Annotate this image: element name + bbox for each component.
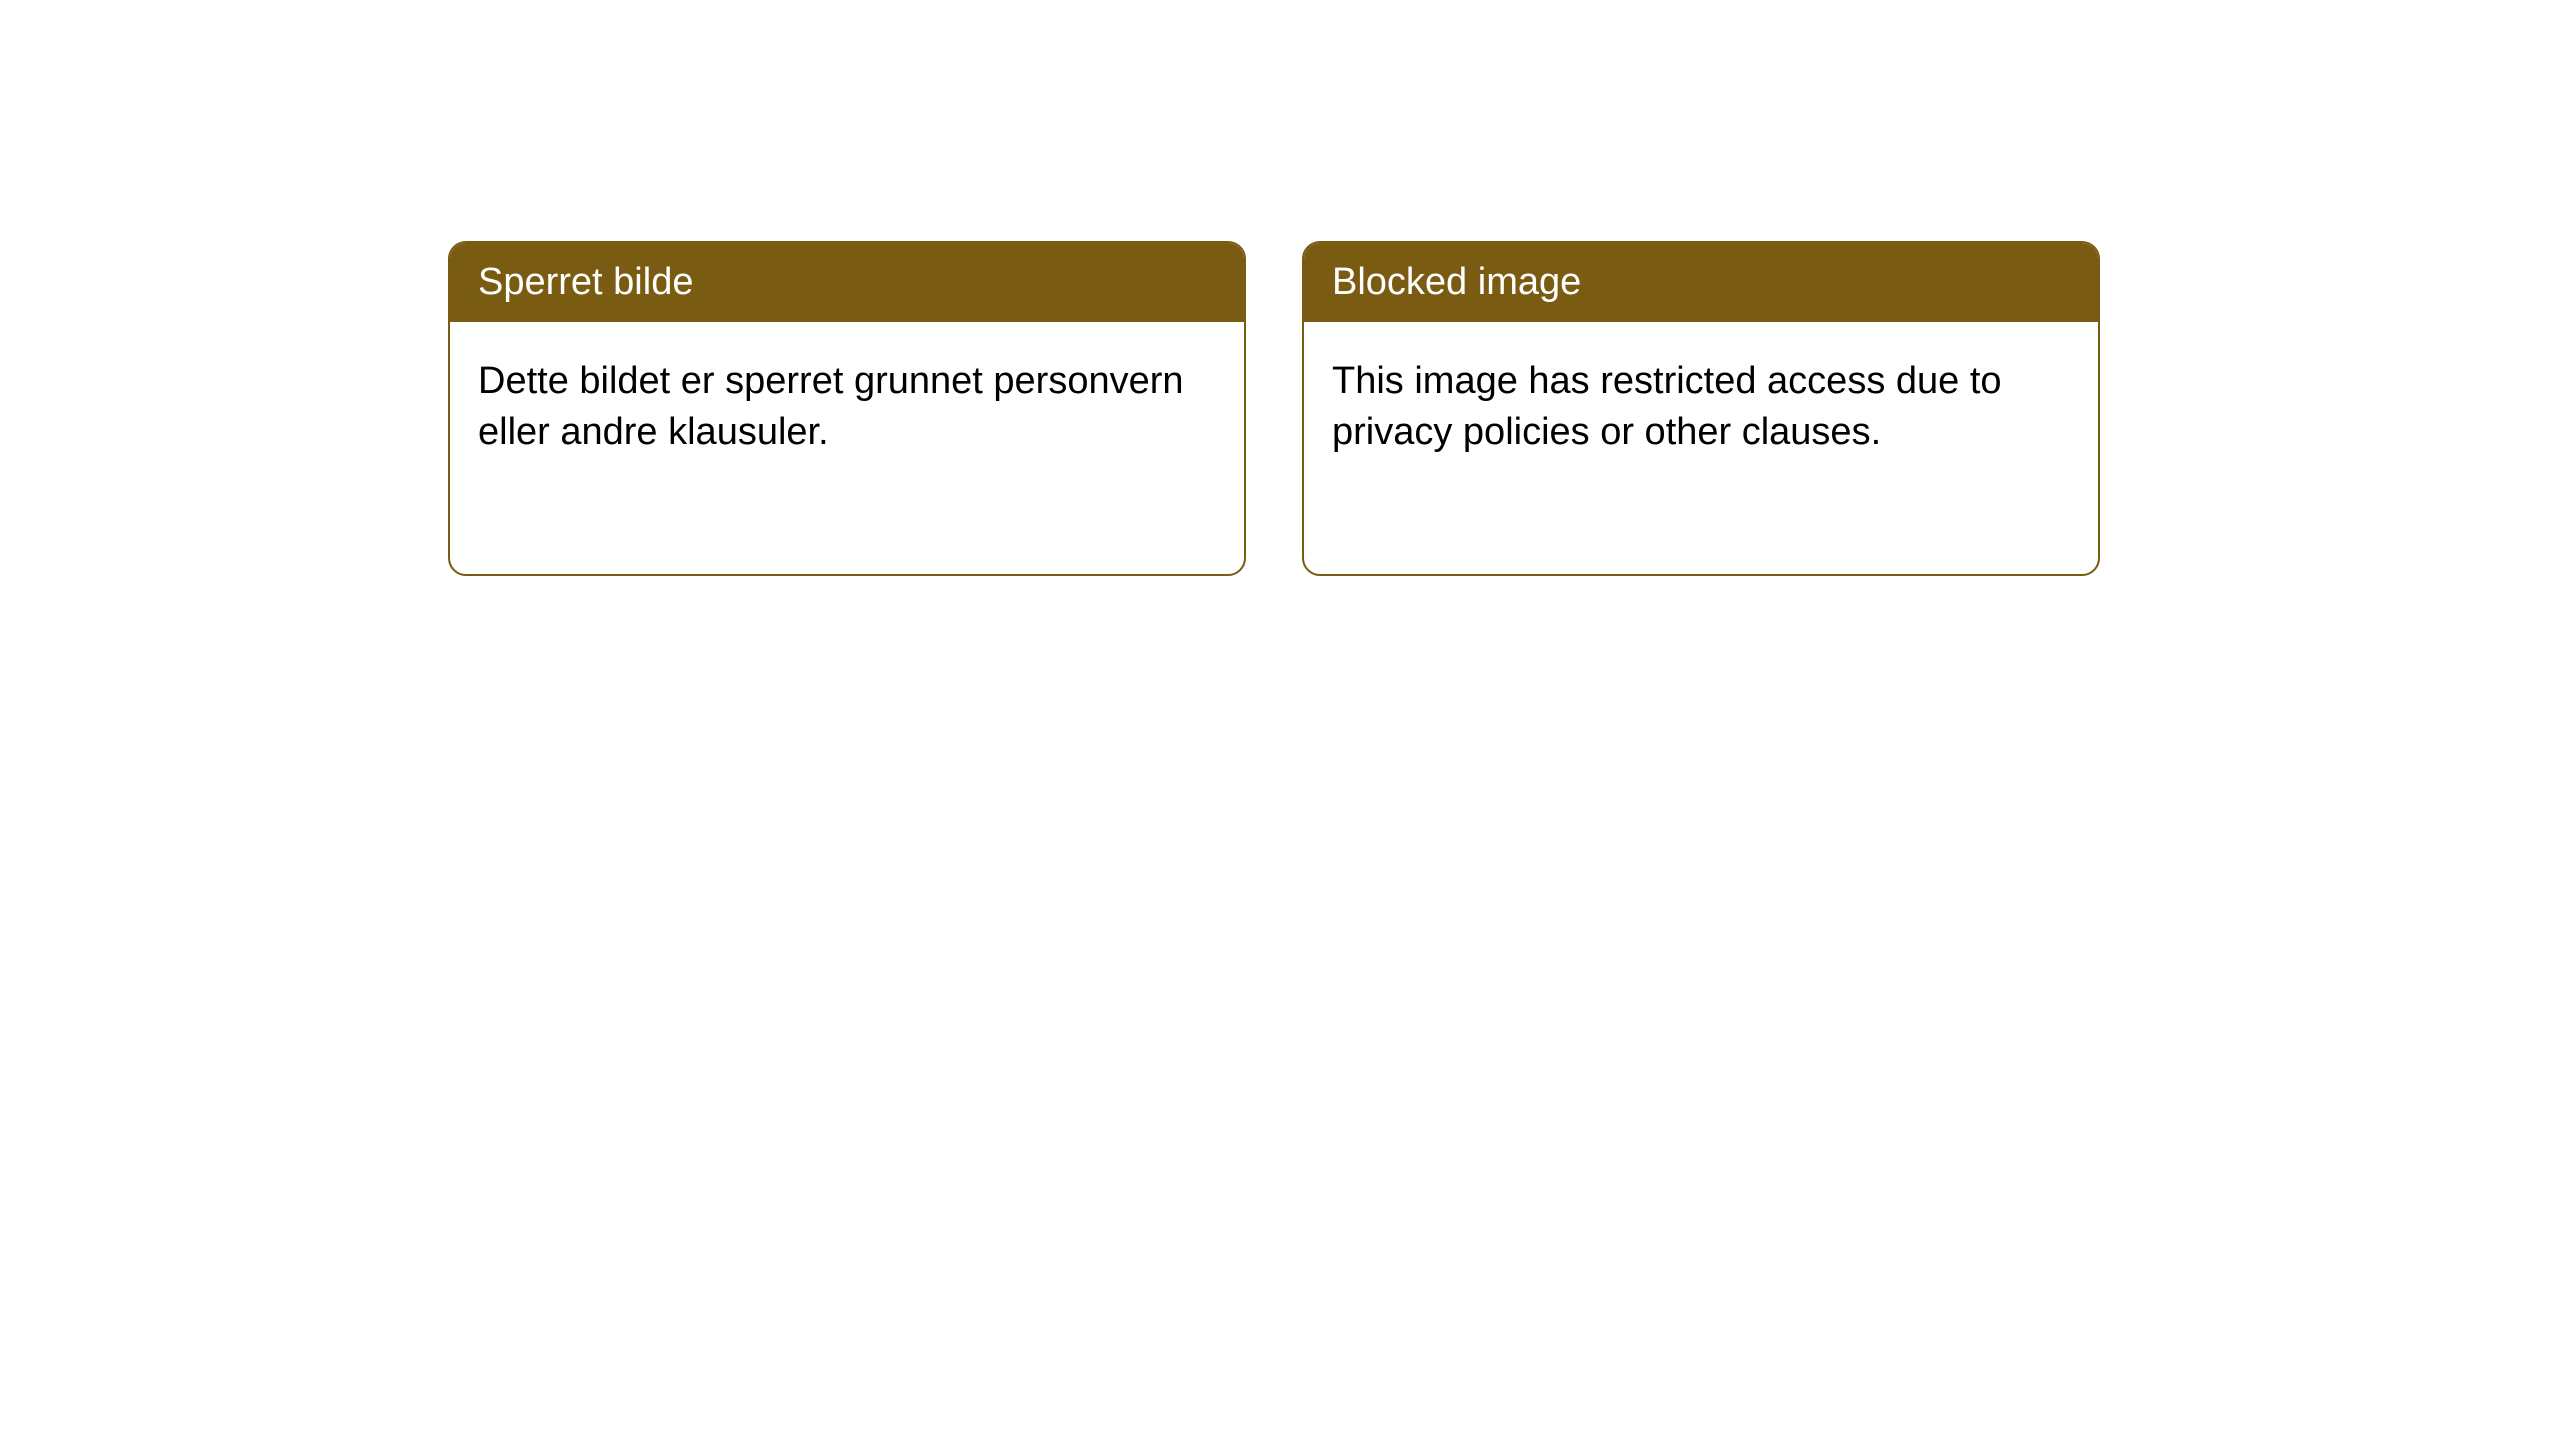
notice-text: Dette bildet er sperret grunnet personve… [478,360,1184,453]
notice-card-english: Blocked image This image has restricted … [1302,241,2100,576]
notice-body: This image has restricted access due to … [1304,322,2098,493]
notice-title: Blocked image [1332,261,1581,303]
notice-container: Sperret bilde Dette bildet er sperret gr… [448,241,2100,576]
notice-body: Dette bildet er sperret grunnet personve… [450,322,1244,493]
notice-card-norwegian: Sperret bilde Dette bildet er sperret gr… [448,241,1246,576]
notice-header: Sperret bilde [450,243,1244,322]
notice-title: Sperret bilde [478,261,693,303]
notice-text: This image has restricted access due to … [1332,360,2002,453]
notice-header: Blocked image [1304,243,2098,322]
